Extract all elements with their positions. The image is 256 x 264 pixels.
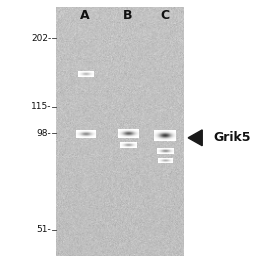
Text: 98-: 98- — [36, 129, 51, 138]
Text: Grik5: Grik5 — [214, 131, 251, 144]
Text: C: C — [161, 9, 170, 22]
Text: 51-: 51- — [36, 225, 51, 234]
Text: A: A — [80, 9, 89, 22]
Text: 115-: 115- — [31, 102, 51, 111]
Text: 202-: 202- — [31, 34, 51, 43]
Text: B: B — [123, 9, 133, 22]
Polygon shape — [188, 130, 202, 146]
